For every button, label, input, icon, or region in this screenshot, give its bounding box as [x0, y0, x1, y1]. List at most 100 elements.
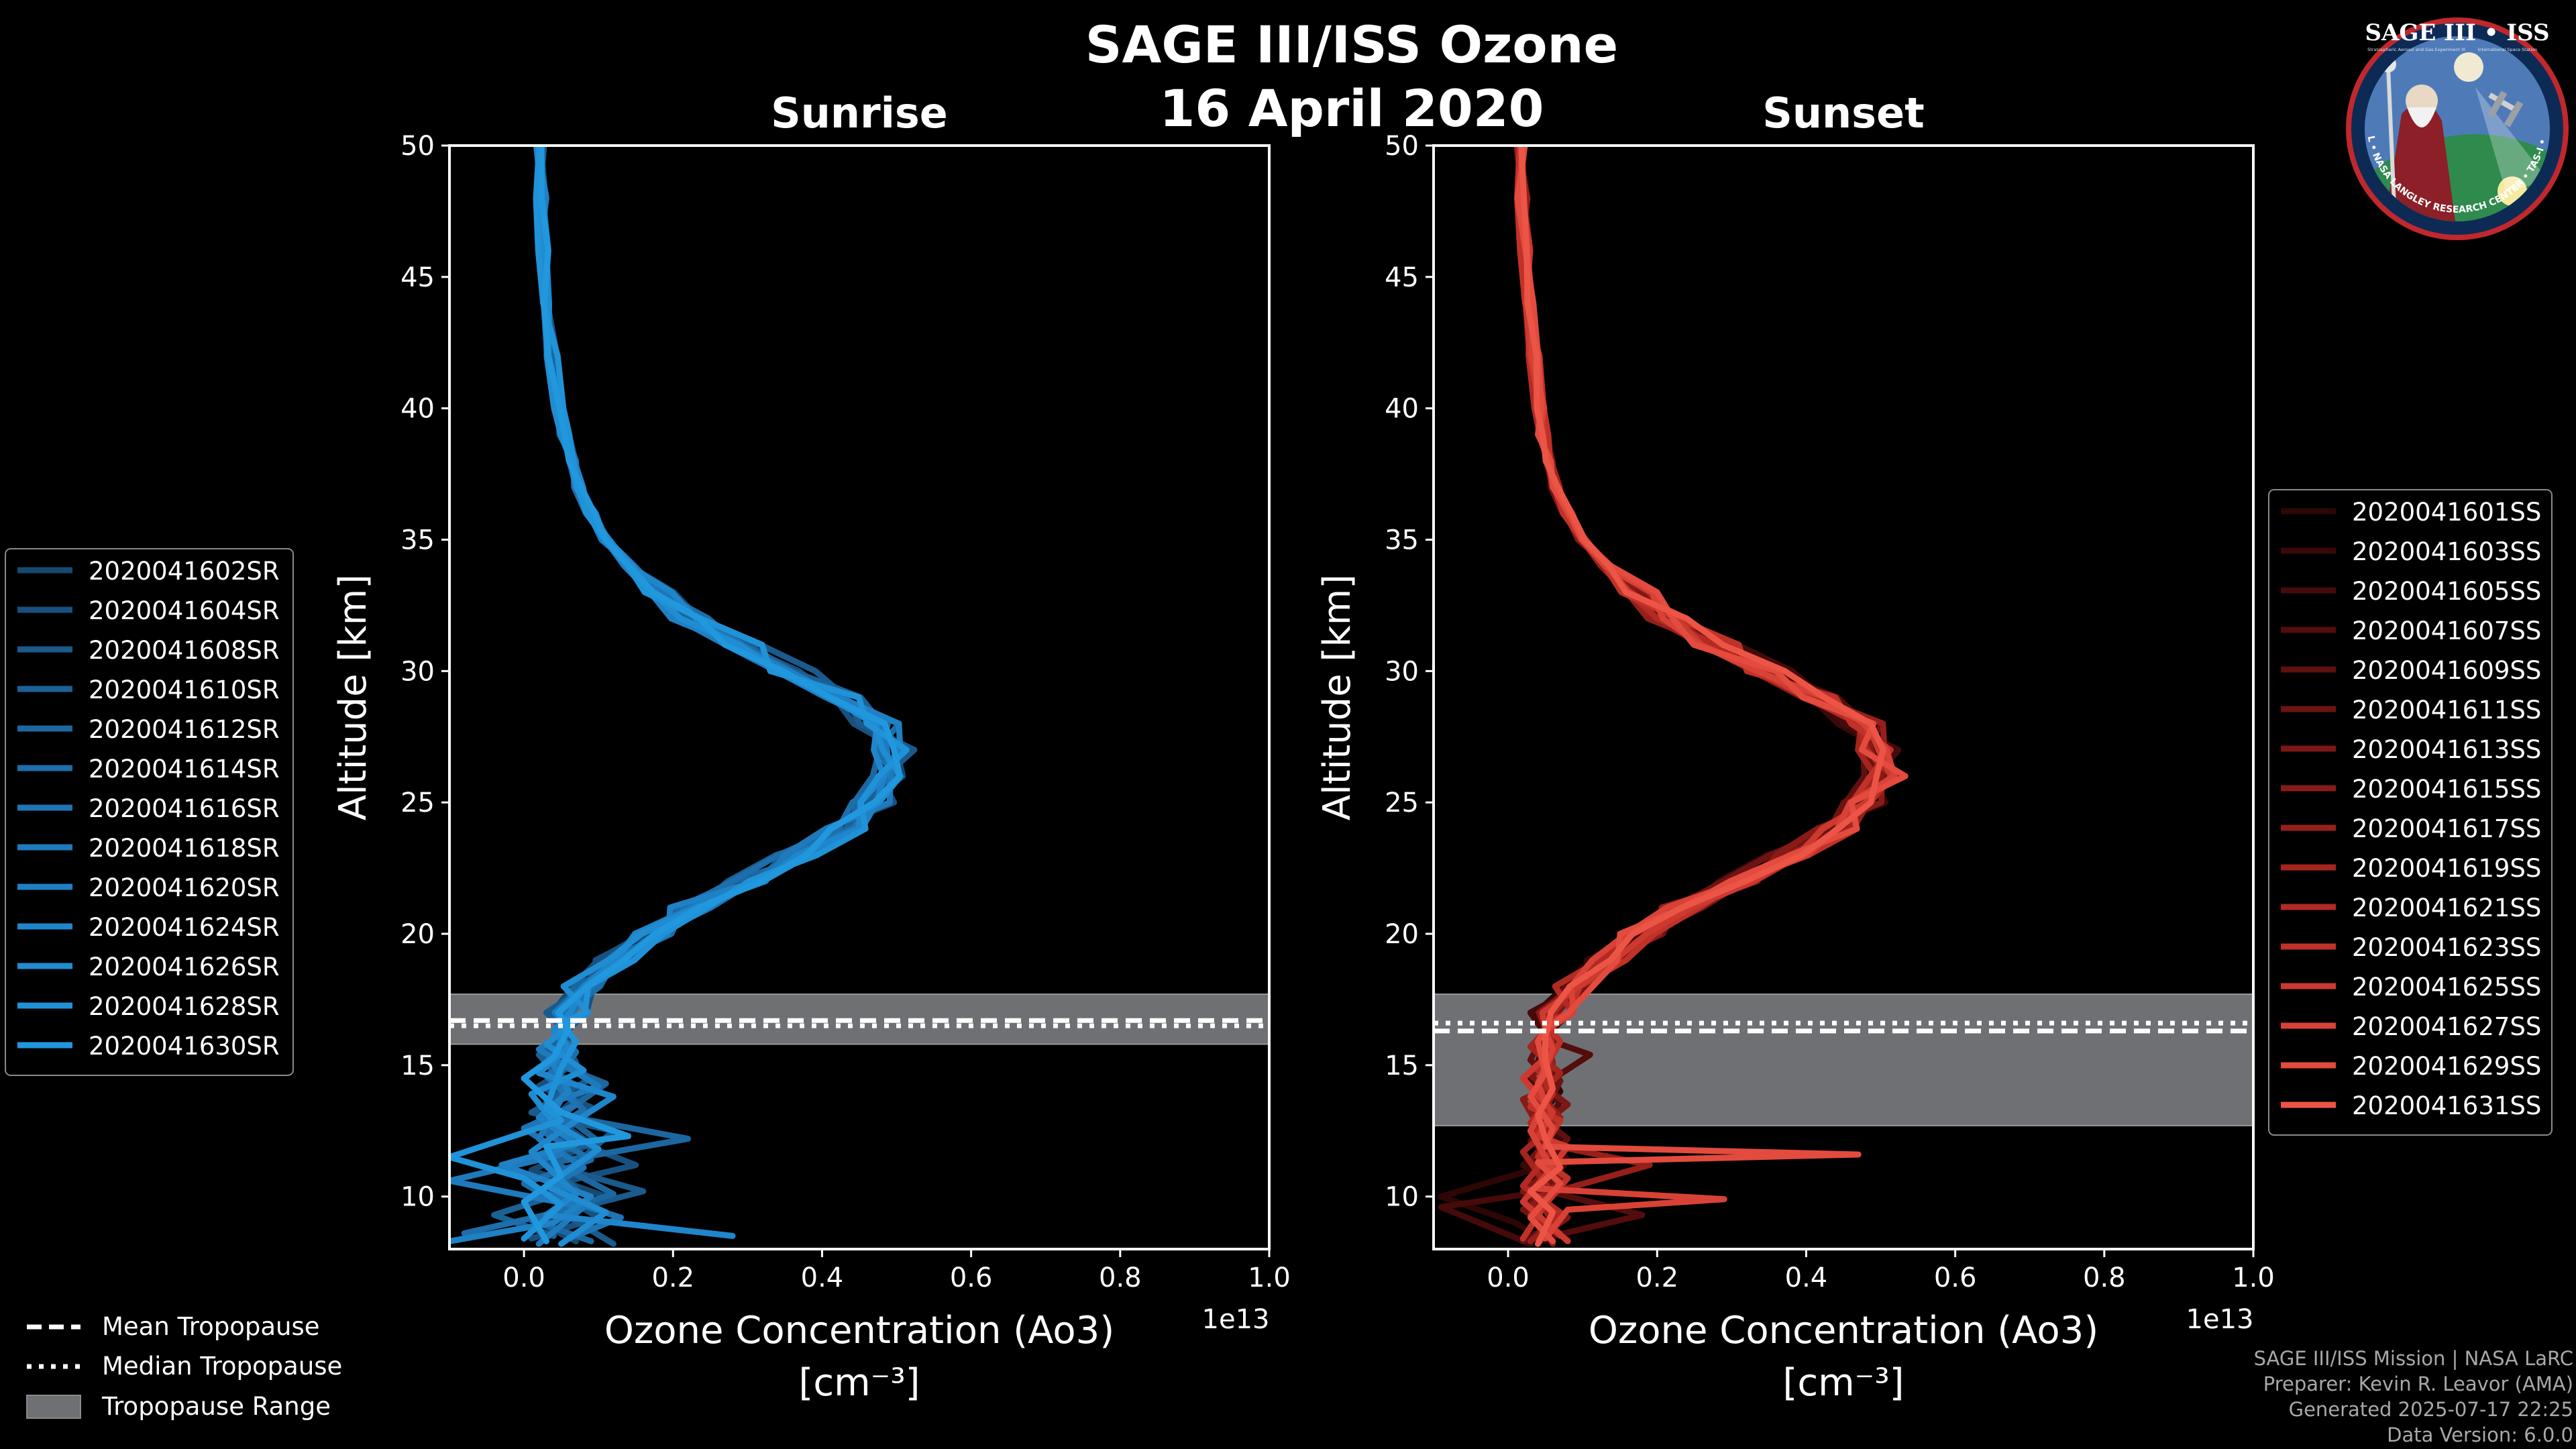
- sunrise-legend-label: 2020041608SR: [89, 636, 280, 665]
- logo-figure-beard: [2407, 107, 2436, 127]
- sunrise-xtick-label: 0.4: [801, 1263, 844, 1293]
- sunrise-xtick-label: 0.6: [950, 1263, 993, 1293]
- sunset-series-2020041631SS: [1518, 146, 1886, 1247]
- sunset-xtick-label: 0.6: [1934, 1263, 1977, 1293]
- sunrise-ytick-label: 25: [400, 788, 435, 818]
- sunset-axes-frame: [1432, 144, 2255, 1250]
- footer-generated: Generated 2025-07-17 22:25: [2288, 1398, 2573, 1421]
- sunset-legend-label: 2020041625SS: [2352, 973, 2541, 1002]
- sunset-x-scale-label: 1e13: [2186, 1304, 2254, 1335]
- footer-preparer: Preparer: Kevin R. Leavor (AMA): [2263, 1373, 2573, 1395]
- sunset-xtick-label: 0.2: [1635, 1263, 1678, 1293]
- sunset-legend-label: 2020041609SS: [2352, 656, 2541, 685]
- sunset-ytick-label: 45: [1385, 262, 1419, 293]
- sunset-xtick-label: 0.0: [1487, 1263, 1529, 1293]
- sunset-ytick-label: 25: [1385, 788, 1419, 818]
- sunrise-panel-title: Sunrise: [771, 89, 948, 138]
- panels: 0.0 0.2 0.4 0.6 0.8 1.0 10 15 20 25 30 35 40 45 50 Sunr…: [5, 89, 2553, 1405]
- sunrise-profiles: [449, 146, 918, 1247]
- legend-tropopause-range: Tropopause Range: [101, 1392, 331, 1421]
- sunrise-legend-label: 2020041604SR: [89, 596, 280, 625]
- sunset-xtick-label: 1.0: [2232, 1263, 2275, 1293]
- sunrise-ytick-label: 10: [400, 1182, 435, 1213]
- sunrise-legend-label: 2020041626SR: [89, 953, 280, 981]
- sunset-legend-label: 2020041603SS: [2352, 537, 2541, 566]
- logo-staff: [2386, 66, 2397, 221]
- sunset-ytick-label: 30: [1385, 656, 1419, 687]
- sunset-legend-label: 2020041615SS: [2352, 775, 2541, 804]
- sunrise-legend-label: 2020041602SR: [89, 557, 280, 586]
- sunrise-x-axis-units: [cm⁻³]: [798, 1361, 920, 1405]
- sunset-ytick-label: 20: [1385, 919, 1419, 950]
- sunrise-legend-label: 2020041616SR: [89, 794, 280, 823]
- sunset-panel-title: Sunset: [1762, 89, 1925, 138]
- sunrise-xtick-label: 0.2: [651, 1263, 694, 1293]
- sunset-legend-label: 2020041611SS: [2352, 696, 2541, 724]
- figure-title: SAGE III/ISS Ozone: [1085, 15, 1618, 74]
- sunset-legend-label: 2020041629SS: [2352, 1052, 2541, 1081]
- logo-subtitle-right: International Space Station: [2478, 47, 2538, 52]
- sunset-profiles: [1438, 146, 1909, 1247]
- sunrise-series-2020041630SR: [521, 146, 903, 1244]
- sunset-ytick-label: 50: [1385, 131, 1419, 162]
- sunrise-legend-box: [5, 548, 294, 1076]
- sunrise-series-legend: 2020041602SR 2020041604SR 2020041608SR 2020…: [5, 548, 294, 1076]
- legend-median-tropopause: Median Tropopause: [102, 1352, 342, 1381]
- sunset-y-axis-label: Altitude [km]: [1316, 574, 1359, 820]
- sunrise-ytick-label: 50: [400, 131, 435, 162]
- sunset-legend-label: 2020041623SS: [2352, 933, 2541, 962]
- sunset-ytick-label: 40: [1385, 394, 1419, 425]
- tropopause-range-swatch: [26, 1395, 81, 1419]
- sunrise-ytick-label: 20: [400, 919, 435, 950]
- sunrise-x-scale-label: 1e13: [1202, 1304, 1270, 1335]
- logo-subtitle-left: Stratospheric Aerosol and Gas Experiment…: [2367, 47, 2465, 52]
- sunrise-ytick-label: 15: [400, 1051, 435, 1081]
- sunset-series-legend: 2020041601SS 2020041603SS 2020041605SS 2020…: [2268, 489, 2553, 1136]
- sunset-x-axis-label: Ozone Concentration (Ao3): [1589, 1309, 2098, 1352]
- sunset-xtick-label: 0.4: [1785, 1263, 1828, 1293]
- sunrise-panel: 0.0 0.2 0.4 0.6 0.8 1.0 10 15 20 25 30 35 40 45 50 Sunr…: [5, 89, 1291, 1405]
- sunset-legend-label: 2020041617SS: [2352, 814, 2541, 843]
- sunrise-legend-label: 2020041614SR: [89, 755, 280, 784]
- sunrise-legend-label: 2020041630SR: [89, 1032, 280, 1061]
- sunrise-ytick-label: 35: [400, 525, 435, 556]
- sunrise-legend-label: 2020041624SR: [89, 913, 280, 942]
- sunrise-xtick-label: 1.0: [1248, 1263, 1291, 1293]
- tropopause-legend: Mean Tropopause Median Tropopause Tropop…: [26, 1312, 342, 1421]
- footer-version: Data Version: 6.0.0: [2387, 1424, 2573, 1446]
- sunrise-ytick-label: 30: [400, 656, 435, 687]
- sunrise-ytick-label: 40: [400, 394, 435, 425]
- sunrise-legend-label: 2020041612SR: [89, 715, 280, 744]
- sunset-x-axis-units: [cm⁻³]: [1782, 1361, 1904, 1405]
- footer-mission: SAGE III/ISS Mission | NASA LaRC: [2253, 1347, 2573, 1370]
- logo-figure-robe: [2385, 102, 2455, 221]
- sunset-ytick-label: 35: [1385, 525, 1419, 556]
- sunrise-legend-label: 2020041618SR: [89, 834, 280, 863]
- footer-credits: SAGE III/ISS Mission | NASA LaRC Prepare…: [2254, 1346, 2573, 1448]
- sunrise-legend-label: 2020041628SR: [89, 992, 280, 1021]
- sunrise-series-2020041628SR: [449, 146, 910, 1242]
- sunrise-axes-frame: [448, 144, 1271, 1250]
- logo-moon: [2454, 52, 2483, 82]
- logo-station: [2487, 91, 2524, 127]
- sunrise-xtick-label: 0.8: [1099, 1263, 1142, 1293]
- sunrise-x-axis-label: Ozone Concentration (Ao3): [604, 1309, 1114, 1352]
- figure-date: 16 April 2020: [1159, 78, 1544, 138]
- sunrise-xtick-label: 0.0: [502, 1263, 545, 1293]
- sunset-legend-label: 2020041631SS: [2352, 1091, 2541, 1120]
- sunset-ytick-label: 10: [1385, 1182, 1419, 1213]
- sunset-panel: 0.0 0.2 0.4 0.6 0.8 1.0 10 15 20 25 30 35 40 45 50 Suns…: [1316, 89, 2553, 1405]
- sunset-legend-label: 2020041619SS: [2352, 854, 2541, 883]
- legend-mean-tropopause: Mean Tropopause: [102, 1312, 320, 1341]
- logo-title: SAGE III • ISS: [2365, 19, 2549, 46]
- sunset-legend-label: 2020041627SS: [2352, 1012, 2541, 1041]
- sunrise-y-axis-label: Altitude [km]: [331, 574, 375, 820]
- sunrise-legend-label: 2020041610SR: [89, 676, 280, 704]
- sunset-xtick-label: 0.8: [2083, 1263, 2126, 1293]
- sunset-legend-label: 2020041621SS: [2352, 894, 2541, 922]
- sunset-ytick-label: 15: [1385, 1051, 1419, 1081]
- sunset-legend-label: 2020041607SS: [2352, 616, 2541, 645]
- sunset-legend-label: 2020041605SS: [2352, 577, 2541, 606]
